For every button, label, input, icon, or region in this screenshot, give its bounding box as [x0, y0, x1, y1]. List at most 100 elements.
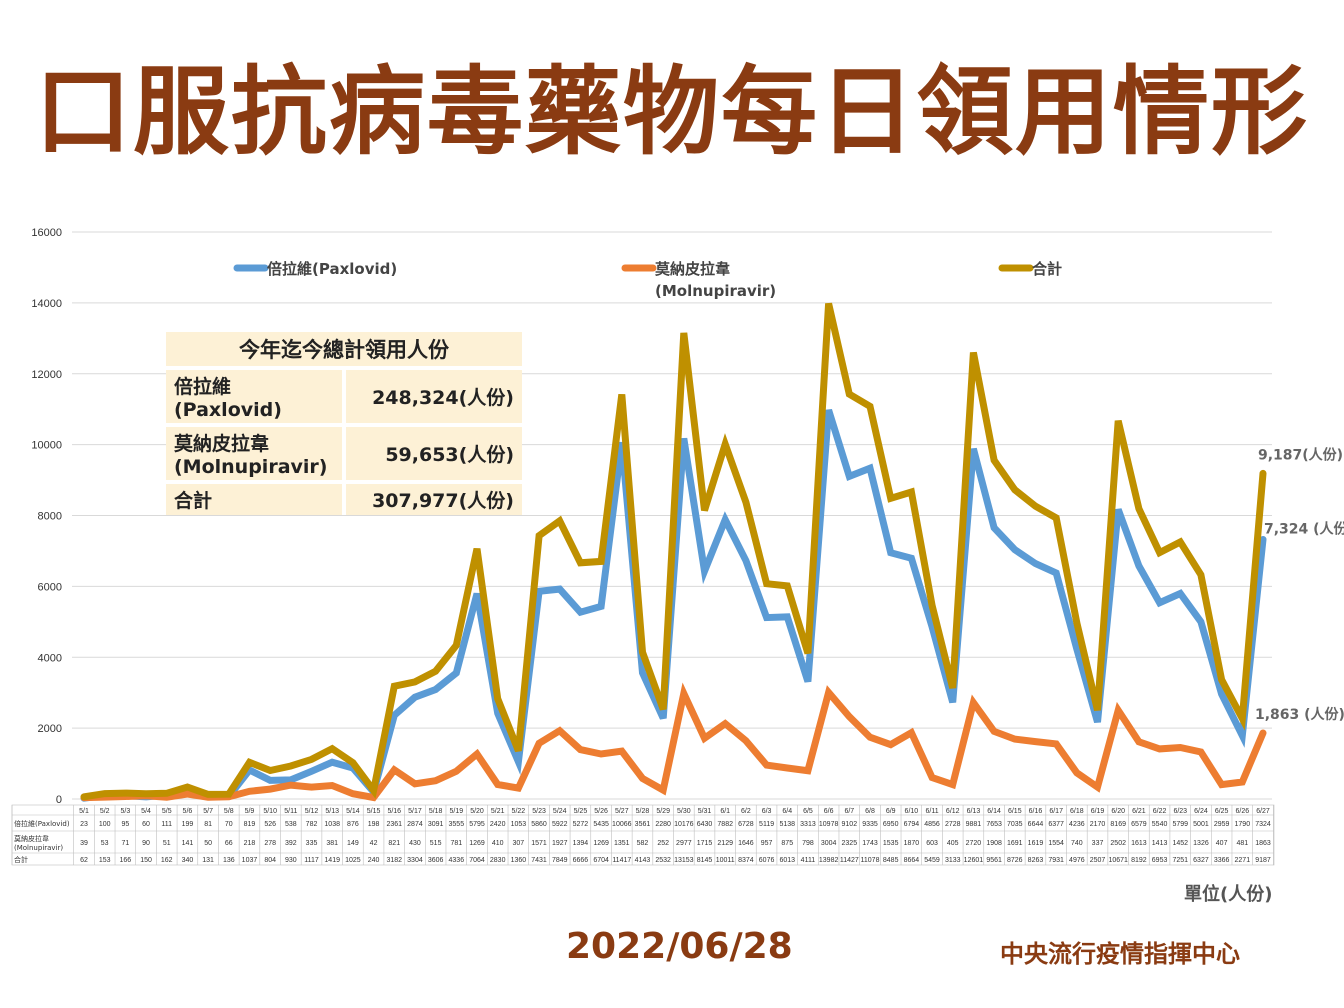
table-cell: 1269 — [469, 840, 485, 847]
table-cell: 2280 — [655, 821, 671, 828]
table-cell: 10978 — [819, 821, 839, 828]
table-cell: 1037 — [242, 857, 258, 864]
table-date: 5/6 — [183, 808, 193, 815]
table-cell: 538 — [285, 821, 297, 828]
table-cell: 1038 — [324, 821, 340, 828]
table-date: 5/13 — [325, 808, 339, 815]
table-cell: 4336 — [449, 857, 465, 864]
table-cell: 3091 — [428, 821, 444, 828]
table-cell: 6704 — [593, 857, 609, 864]
table-cell: 3182 — [386, 857, 402, 864]
series-lines — [80, 302, 1267, 802]
table-cell: 9561 — [986, 857, 1002, 864]
table-cell: 150 — [140, 857, 152, 864]
table-cell: 3133 — [945, 857, 961, 864]
table-cell: 515 — [430, 840, 442, 847]
table-cell: 5119 — [759, 821, 774, 828]
table-cell: 1743 — [862, 840, 878, 847]
table-cell: 8263 — [1028, 857, 1044, 864]
table-cell: 5435 — [593, 821, 609, 828]
table-cell: 278 — [264, 840, 276, 847]
table-date: 6/7 — [844, 808, 854, 815]
table-cell: 1025 — [345, 857, 361, 864]
table-date: 6/1 — [720, 808, 730, 815]
table-cell: 39 — [80, 840, 88, 847]
y-tick-label: 12000 — [31, 369, 62, 381]
table-cell: 136 — [223, 857, 235, 864]
table-cell: 2720 — [966, 840, 982, 847]
table-cell: 42 — [370, 840, 378, 847]
summary-table: 今年迄今總計領用人份 倍拉維 (Paxlovid) 248,324(人份) 莫納… — [166, 328, 522, 519]
table-date: 5/15 — [367, 808, 381, 815]
table-date: 6/18 — [1070, 808, 1084, 815]
table-date: 6/3 — [762, 808, 772, 815]
table-date: 5/25 — [574, 808, 588, 815]
table-cell: 11078 — [861, 857, 880, 864]
table-date: 5/2 — [100, 808, 110, 815]
table-cell: 1535 — [883, 840, 899, 847]
table-row-label: (Molnupiravir) — [14, 844, 63, 852]
table-cell: 3366 — [1214, 857, 1230, 864]
table-cell: 2170 — [1090, 821, 1106, 828]
summary-label-molnupiravir: 莫納皮拉韋 (Molnupiravir) — [166, 427, 346, 480]
table-cell: 1715 — [697, 840, 713, 847]
table-cell: 481 — [1236, 840, 1248, 847]
legend-label-2: 合計 — [1031, 260, 1062, 278]
table-cell: 6377 — [1048, 821, 1064, 828]
table-cell: 7324 — [1255, 821, 1271, 828]
table-cell: 1351 — [614, 840, 630, 847]
table-cell: 6953 — [1152, 857, 1168, 864]
series-line-2 — [80, 302, 1267, 801]
table-cell: 3313 — [800, 821, 816, 828]
table-date: 5/16 — [387, 808, 401, 815]
table-cell: 6950 — [883, 821, 899, 828]
table-date: 6/22 — [1153, 808, 1167, 815]
table-cell: 2502 — [1110, 840, 1126, 847]
table-cell: 6666 — [573, 857, 589, 864]
table-cell: 131 — [202, 857, 214, 864]
table-cell: 7931 — [1048, 857, 1064, 864]
table-cell: 340 — [182, 857, 194, 864]
table-cell: 7653 — [986, 821, 1002, 828]
table-date: 6/4 — [782, 808, 792, 815]
table-cell: 582 — [637, 840, 649, 847]
table-date: 5/4 — [141, 808, 151, 815]
table-cell: 90 — [142, 840, 150, 847]
table-cell: 3555 — [449, 821, 465, 828]
table-cell: 8374 — [738, 857, 754, 864]
table-cell: 252 — [657, 840, 669, 847]
table-cell: 2325 — [842, 840, 858, 847]
table-cell: 1419 — [324, 857, 340, 864]
table-cell: 7882 — [717, 821, 733, 828]
table-date: 5/7 — [203, 808, 213, 815]
table-date: 6/10 — [905, 808, 919, 815]
table-cell: 2830 — [490, 857, 506, 864]
y-tick-label: 6000 — [38, 581, 62, 593]
table-cell: 5799 — [1172, 821, 1188, 828]
table-cell: 957 — [761, 840, 773, 847]
table-cell: 1790 — [1235, 821, 1251, 828]
table-cell: 4236 — [1069, 821, 1085, 828]
table-date: 5/12 — [305, 808, 319, 815]
table-cell: 8664 — [904, 857, 920, 864]
table-cell: 1908 — [986, 840, 1002, 847]
y-tick-label: 4000 — [38, 652, 62, 664]
table-date: 6/8 — [865, 808, 875, 815]
table-date: 5/31 — [698, 808, 712, 815]
table-cell: 781 — [450, 840, 462, 847]
table-date: 6/15 — [1008, 808, 1022, 815]
table-cell: 1691 — [1007, 840, 1023, 847]
table-cell: 2728 — [945, 821, 961, 828]
table-cell: 50 — [204, 840, 212, 847]
chart-legend: 倍拉維(Paxlovid) 莫納皮拉韋 (Molnupiravir) 合計 — [233, 260, 1062, 300]
table-cell: 6327 — [1193, 857, 1209, 864]
table-cell: 337 — [1092, 840, 1104, 847]
table-cell: 5860 — [531, 821, 547, 828]
table-date: 6/20 — [1111, 808, 1125, 815]
table-cell: 4976 — [1069, 857, 1085, 864]
legend-label-1: 莫納皮拉韋 — [655, 260, 730, 278]
table-cell: 3304 — [407, 857, 423, 864]
y-axis-ticks: 0 2000 4000 6000 8000 10000 12000 14000 16000 — [31, 227, 62, 806]
end-label-1: 1,863 (人份) — [1255, 706, 1344, 723]
table-cell: 1554 — [1048, 840, 1064, 847]
